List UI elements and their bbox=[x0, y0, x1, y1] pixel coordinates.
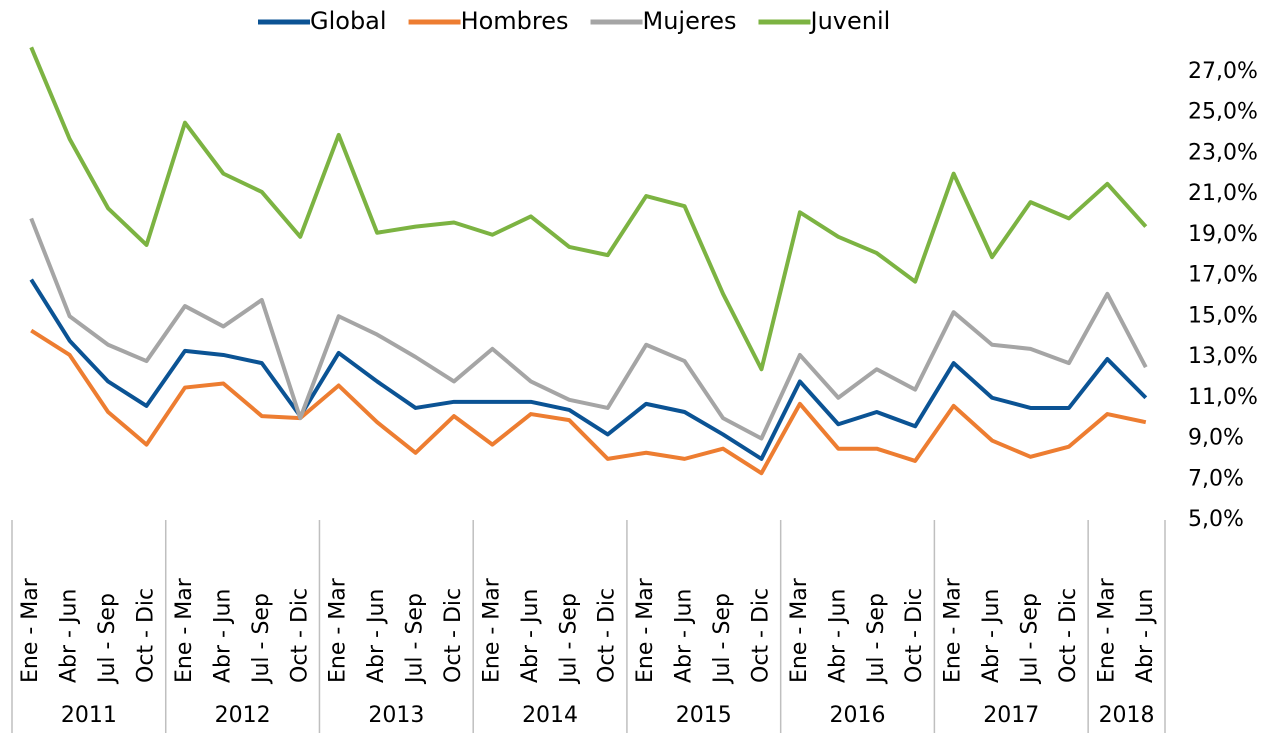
x-tick-label: Abr - Jun bbox=[1133, 589, 1158, 683]
x-tick-label: Oct - Dic bbox=[1056, 588, 1081, 683]
x-tick-label: Oct - Dic bbox=[287, 588, 312, 683]
x-tick-label: Abr - Jun bbox=[825, 589, 850, 683]
y-tick-label: 7,0% bbox=[1188, 466, 1244, 491]
series-line bbox=[30, 328, 1147, 476]
year-label: 2018 bbox=[1099, 703, 1155, 728]
x-tick-label: Jul - Sep bbox=[95, 593, 120, 685]
x-tick-label: Oct - Dic bbox=[748, 588, 773, 683]
y-tick-label: 23,0% bbox=[1188, 140, 1258, 165]
legend-label: Mujeres bbox=[643, 7, 737, 35]
legend-label: Global bbox=[310, 7, 387, 35]
x-tick-label: Jul - Sep bbox=[864, 593, 889, 685]
x-tick-label: Jul - Sep bbox=[403, 593, 428, 685]
x-tick-label: Ene - Mar bbox=[326, 577, 351, 683]
y-tick-label: 15,0% bbox=[1188, 303, 1258, 328]
x-tick-label: Jul - Sep bbox=[249, 593, 274, 685]
legend-label: Juvenil bbox=[808, 7, 890, 35]
x-tick-label: Abr - Jun bbox=[57, 589, 82, 683]
legend-label: Hombres bbox=[461, 7, 569, 35]
x-tick-label: Ene - Mar bbox=[787, 577, 812, 683]
x-tick-label: Jul - Sep bbox=[1017, 593, 1042, 685]
x-tick-label: Oct - Dic bbox=[134, 588, 159, 683]
year-label: 2015 bbox=[676, 703, 732, 728]
x-tick-label: Jul - Sep bbox=[556, 593, 581, 685]
x-tick-label: Oct - Dic bbox=[902, 588, 927, 683]
x-tick-label: Ene - Mar bbox=[18, 577, 43, 683]
x-tick-label: Ene - Mar bbox=[633, 577, 658, 683]
x-tick-label: Ene - Mar bbox=[941, 577, 966, 683]
legend: Global Hombres Mujeres Juvenil bbox=[258, 7, 890, 35]
y-tick-label: 17,0% bbox=[1188, 263, 1258, 288]
series-line bbox=[29, 217, 1148, 441]
y-tick-label: 27,0% bbox=[1188, 59, 1258, 84]
x-tick-label: Abr - Jun bbox=[979, 589, 1004, 683]
x-tick-label: Abr - Jun bbox=[210, 589, 235, 683]
series-line bbox=[29, 46, 1148, 372]
year-label: 2011 bbox=[61, 703, 117, 728]
x-tick-label: Jul - Sep bbox=[710, 593, 735, 685]
year-label: 2016 bbox=[830, 703, 886, 728]
x-tick-label: Ene - Mar bbox=[479, 577, 504, 683]
y-tick-label: 5,0% bbox=[1188, 507, 1244, 532]
x-tick-label: Abr - Jun bbox=[672, 589, 697, 683]
x-tick-label: Ene - Mar bbox=[172, 577, 197, 683]
year-label: 2012 bbox=[215, 703, 271, 728]
y-tick-label: 11,0% bbox=[1188, 385, 1258, 410]
x-tick-label: Abr - Jun bbox=[364, 589, 389, 683]
x-tick-label: Oct - Dic bbox=[595, 588, 620, 683]
y-tick-label: 13,0% bbox=[1188, 344, 1258, 369]
y-tick-label: 25,0% bbox=[1188, 100, 1258, 125]
x-tick-label: Ene - Mar bbox=[1094, 577, 1119, 683]
x-tick-label: Abr - Jun bbox=[518, 589, 543, 683]
y-tick-label: 19,0% bbox=[1188, 222, 1258, 247]
x-tick-label: Oct - Dic bbox=[441, 588, 466, 683]
series-line bbox=[29, 278, 1148, 461]
y-tick-label: 21,0% bbox=[1188, 181, 1258, 206]
year-label: 2017 bbox=[983, 703, 1039, 728]
year-label: 2013 bbox=[368, 703, 424, 728]
y-tick-label: 9,0% bbox=[1188, 426, 1244, 451]
year-label: 2014 bbox=[522, 703, 578, 728]
